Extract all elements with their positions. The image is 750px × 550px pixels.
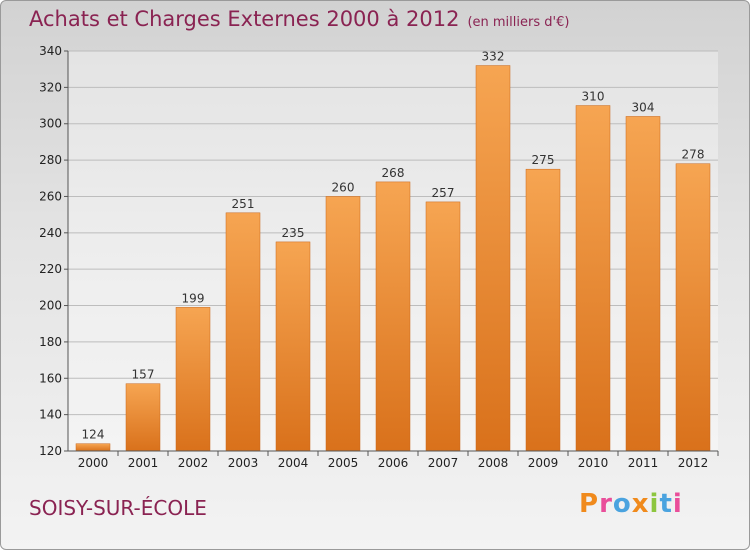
y-tick-label: 340 bbox=[39, 44, 62, 58]
data-label: 235 bbox=[282, 226, 305, 240]
bar bbox=[375, 181, 411, 452]
x-tick-label: 2011 bbox=[628, 456, 659, 470]
bar bbox=[475, 65, 511, 452]
bar-series: 124 157 199 251 235 260 268 257 332 275 310 304 278 bbox=[75, 50, 711, 452]
logo-letter: P bbox=[579, 489, 600, 519]
bar bbox=[275, 241, 311, 452]
logo-letter: x bbox=[631, 489, 650, 519]
bar bbox=[675, 163, 711, 452]
chart-title: Achats et Charges Externes 2000 à 2012 (e… bbox=[29, 7, 569, 31]
bar bbox=[425, 201, 461, 452]
y-tick-label: 140 bbox=[39, 408, 62, 422]
logo-letter: t bbox=[659, 489, 673, 519]
data-label: 275 bbox=[532, 153, 555, 167]
data-label: 278 bbox=[682, 148, 705, 162]
data-label: 304 bbox=[632, 100, 655, 114]
data-label: 260 bbox=[332, 180, 355, 194]
bar bbox=[525, 168, 561, 452]
y-tick-label: 200 bbox=[39, 299, 62, 313]
x-tick-label: 2008 bbox=[478, 456, 509, 470]
x-tick-label: 2005 bbox=[328, 456, 359, 470]
data-label: 157 bbox=[132, 368, 155, 382]
y-axis: 120 140 160 180 200 220 240 260 280 300 320 340 bbox=[39, 44, 69, 458]
data-label: 257 bbox=[432, 186, 455, 200]
x-tick-label: 2000 bbox=[78, 456, 109, 470]
y-tick-label: 260 bbox=[39, 189, 62, 203]
y-tick-label: 300 bbox=[39, 117, 62, 131]
x-tick-label: 2003 bbox=[228, 456, 259, 470]
x-tick-label: 2010 bbox=[578, 456, 609, 470]
y-tick-label: 320 bbox=[39, 80, 62, 94]
x-tick-label: 2006 bbox=[378, 456, 409, 470]
bar bbox=[175, 307, 211, 452]
x-axis: 2000 2001 2002 2003 2004 2005 2006 2007 2008 2009… bbox=[68, 450, 719, 470]
data-label: 199 bbox=[182, 291, 205, 305]
logo-letter: i bbox=[672, 489, 683, 519]
bar bbox=[575, 105, 611, 452]
logo-letter: o bbox=[612, 489, 632, 519]
data-label: 310 bbox=[582, 90, 605, 104]
bar bbox=[325, 196, 361, 452]
bar bbox=[625, 116, 661, 452]
data-label: 268 bbox=[382, 166, 405, 180]
bar bbox=[225, 212, 261, 452]
data-label: 251 bbox=[232, 197, 255, 211]
bar bbox=[75, 443, 111, 452]
x-tick-label: 2001 bbox=[128, 456, 159, 470]
data-label: 332 bbox=[482, 50, 505, 64]
x-tick-label: 2004 bbox=[278, 456, 309, 470]
proxiti-logo[interactable]: Proxiti bbox=[579, 489, 683, 519]
data-label: 124 bbox=[82, 428, 105, 442]
y-tick-label: 280 bbox=[39, 153, 62, 167]
bar bbox=[125, 383, 161, 452]
x-tick-label: 2012 bbox=[678, 456, 709, 470]
y-tick-label: 220 bbox=[39, 262, 62, 276]
chart-subtitle: (en milliers d'€) bbox=[467, 15, 570, 30]
y-tick-label: 120 bbox=[39, 444, 62, 458]
x-tick-label: 2002 bbox=[178, 456, 209, 470]
chart-title-text: Achats et Charges Externes 2000 à 2012 bbox=[29, 7, 460, 31]
y-tick-label: 160 bbox=[39, 371, 62, 385]
x-tick-label: 2009 bbox=[528, 456, 559, 470]
y-tick-label: 180 bbox=[39, 335, 62, 349]
x-tick-label: 2007 bbox=[428, 456, 459, 470]
logo-letter: r bbox=[599, 489, 613, 519]
commune-name: SOISY-SUR-ÉCOLE bbox=[29, 496, 207, 520]
y-tick-label: 240 bbox=[39, 226, 62, 240]
logo-letter: i bbox=[649, 489, 660, 519]
